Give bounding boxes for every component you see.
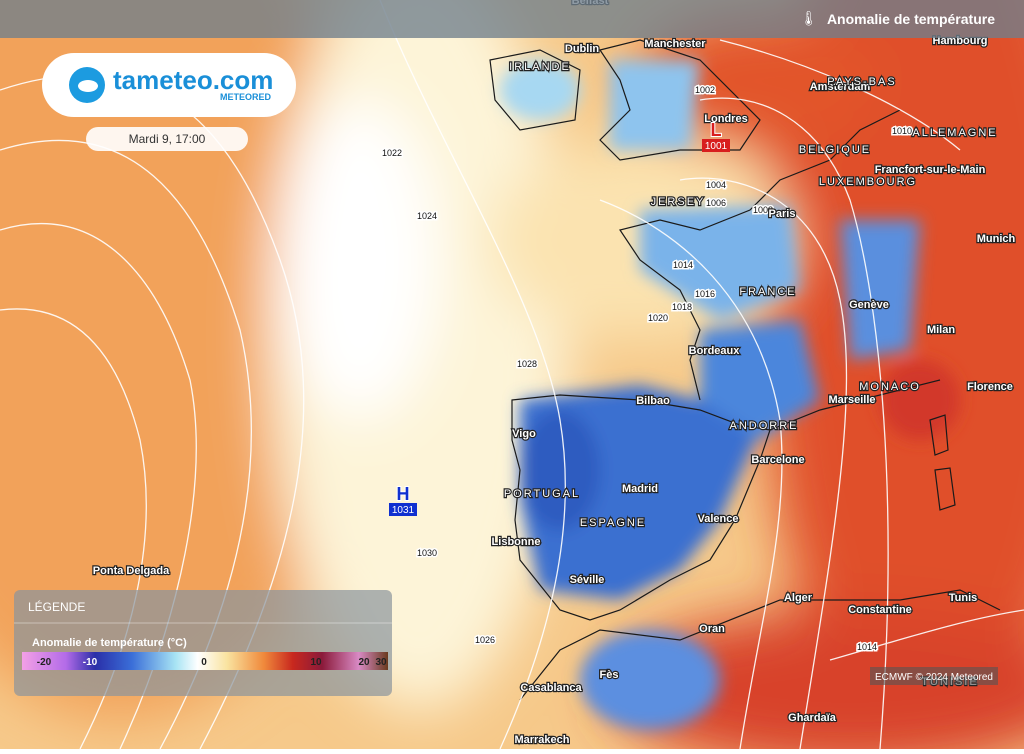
legend-tick: 0 [201, 657, 207, 668]
legend-tick: 10 [310, 657, 322, 668]
header-title: Anomalie de température [827, 11, 995, 27]
top-bar [0, 0, 1024, 38]
isobar-label: 1028 [517, 359, 537, 369]
isobar-label: 1022 [382, 148, 402, 158]
isobar-label: 1020 [648, 313, 668, 323]
place-label: Londres [704, 113, 747, 125]
place-label: JERSEY [651, 196, 706, 208]
isobar-label: 1014 [673, 260, 693, 270]
place-label: Valence [698, 513, 739, 525]
place-label: Oran [699, 623, 725, 635]
isobar-label: 1002 [695, 85, 715, 95]
pressure-box [702, 139, 730, 152]
legend: LÉGENDE Anomalie de température (°C) -20… [14, 590, 392, 696]
credit-box [870, 667, 998, 685]
logo-cloud [78, 80, 98, 92]
place-label: LUXEMBOURG [819, 176, 917, 188]
place-label: Alger [784, 592, 813, 604]
place-label: Amsterdam [810, 81, 871, 93]
legend-heading: LÉGENDE [28, 599, 85, 614]
place-label: Marrakech [514, 734, 569, 746]
place-label: Ghardaïa [788, 712, 837, 724]
date-box [86, 127, 248, 151]
place-labels: BelfastDublinIRLANDEManchesterAmsterdamP… [92, 0, 1017, 747]
credit: ECMWF © 2024 Meteored [875, 672, 993, 683]
legend-title: Anomalie de température (°C) [32, 637, 187, 649]
pressure-symbol: H [397, 484, 410, 504]
place-label: PORTUGAL [504, 488, 580, 500]
place-label: Constantine [848, 604, 912, 616]
legend-tick: -10 [83, 657, 98, 668]
place-label: Munich [977, 233, 1016, 245]
place-label: ESPAGNE [580, 517, 646, 529]
isobar-label: 1010 [892, 126, 912, 136]
logo-name: tameteo.com [113, 65, 273, 95]
date: Mardi 9, 17:00 [129, 132, 206, 146]
place-label: Marseille [828, 394, 875, 406]
place-label: Casablanca [520, 682, 582, 694]
place-label: Tunis [949, 592, 978, 604]
place-label: Séville [570, 574, 605, 586]
isobar-label: 1014 [857, 642, 877, 652]
pressure-symbol: L [711, 120, 722, 140]
place-label: Dublin [565, 43, 599, 55]
isobar-label: 1004 [706, 180, 726, 190]
pressure-value: 1031 [392, 505, 415, 516]
place-label: Bordeaux [689, 345, 741, 357]
place-label: Vigo [512, 428, 536, 440]
place-label: Milan [927, 324, 955, 336]
place-label: Paris [769, 208, 796, 220]
place-label: Fès [600, 669, 619, 681]
isobar-label: 1018 [672, 302, 692, 312]
isobar-label: 1030 [417, 548, 437, 558]
place-label: Barcelone [751, 454, 804, 466]
isobar-label: 1006 [706, 198, 726, 208]
place-label: Francfort-sur-le-Main [875, 164, 986, 176]
place-label: MONACO [859, 381, 921, 393]
place-label: Lisbonne [492, 536, 541, 548]
legend-tick: 30 [375, 657, 387, 668]
legend-scale [22, 652, 388, 670]
isobar-label: 1008 [753, 205, 773, 215]
pressure-box [389, 503, 417, 516]
place-label: Manchester [644, 38, 706, 50]
isobar-label: 1024 [417, 211, 437, 221]
isobar-label: 1016 [695, 289, 715, 299]
logo-box[interactable] [42, 53, 296, 117]
place-label: Florence [967, 381, 1013, 393]
place-label: Ponta Delgada [93, 565, 170, 577]
place-label: Bilbao [636, 395, 670, 407]
place-label: BELGIQUE [799, 144, 871, 156]
thermometer-icon: 🌡 [800, 10, 818, 26]
logo-brand: METEORED [220, 92, 272, 102]
isobar-label: 1026 [475, 635, 495, 645]
place-label: PAYS-BAS [827, 76, 896, 88]
legend-ticks: -20 -10 0 10 20 30 [37, 657, 387, 668]
isobar-labels: 1022 1024 1020 1028 1030 1026 1002 1004 1006 1008… [380, 84, 913, 654]
legend-tick: -20 [37, 657, 52, 668]
place-label: IRLANDE [509, 61, 571, 73]
place-label: ANDORRE [729, 420, 798, 432]
pressure-value: 1001 [705, 141, 728, 152]
legend-tick: 20 [358, 657, 370, 668]
place-label: Genève [849, 299, 889, 311]
place-label: Madrid [622, 483, 658, 495]
place-label: FRANCE [739, 286, 796, 298]
place-label: ALLEMAGNE [912, 127, 997, 139]
